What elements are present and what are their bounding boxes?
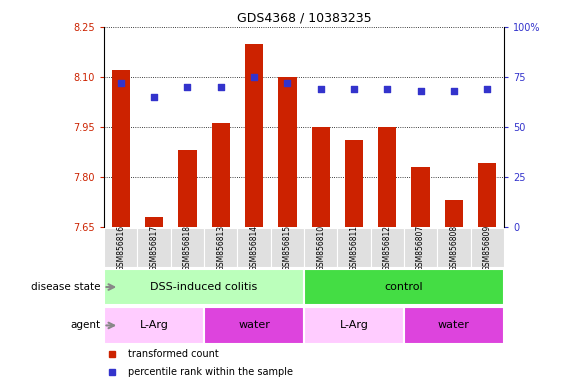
Point (350, 86, 359, 92)
Text: GSM856817: GSM856817 (150, 225, 159, 271)
Text: GSM856811: GSM856811 (350, 225, 359, 271)
Text: L-Arg: L-Arg (140, 320, 168, 331)
Text: GSM856807: GSM856807 (416, 225, 425, 271)
FancyBboxPatch shape (304, 228, 337, 267)
Text: GSM856810: GSM856810 (316, 225, 325, 271)
FancyBboxPatch shape (370, 228, 404, 267)
Text: agent: agent (71, 320, 101, 331)
Text: GSM856814: GSM856814 (249, 225, 258, 271)
FancyBboxPatch shape (104, 307, 204, 344)
FancyBboxPatch shape (204, 228, 238, 267)
Point (449, 88, 458, 94)
Text: disease state: disease state (32, 282, 101, 292)
Point (249, 74, 258, 80)
FancyBboxPatch shape (171, 228, 204, 267)
Point (183, 84, 192, 90)
FancyBboxPatch shape (404, 228, 437, 267)
Text: DSS-induced colitis: DSS-induced colitis (150, 282, 258, 292)
Bar (111, 70, 130, 227)
Text: transformed count: transformed count (128, 349, 219, 359)
Text: GSM856816: GSM856816 (117, 225, 126, 271)
Title: GDS4368 / 10383235: GDS4368 / 10383235 (236, 11, 372, 24)
Point (283, 80, 292, 86)
Text: percentile rank within the sample: percentile rank within the sample (128, 366, 293, 377)
FancyBboxPatch shape (137, 228, 171, 267)
Point (150, 94, 159, 100)
Bar (345, 140, 363, 227)
Text: GSM856808: GSM856808 (449, 225, 458, 271)
Point (416, 88, 425, 94)
Text: water: water (438, 320, 470, 331)
Text: GSM856818: GSM856818 (183, 225, 192, 271)
Point (482, 86, 491, 92)
Bar (478, 163, 497, 227)
FancyBboxPatch shape (304, 269, 504, 305)
Text: control: control (385, 282, 423, 292)
FancyBboxPatch shape (437, 228, 471, 267)
FancyBboxPatch shape (104, 269, 304, 305)
Point (216, 84, 225, 90)
Text: GSM856813: GSM856813 (216, 225, 225, 271)
Bar (412, 167, 430, 227)
Point (383, 86, 392, 92)
Bar (145, 217, 163, 227)
Text: GSM856815: GSM856815 (283, 225, 292, 271)
Text: GSM856809: GSM856809 (482, 225, 491, 271)
Text: L-Arg: L-Arg (339, 320, 368, 331)
Text: GSM856812: GSM856812 (383, 225, 392, 271)
Point (316, 86, 325, 92)
FancyBboxPatch shape (238, 228, 271, 267)
FancyBboxPatch shape (271, 228, 304, 267)
Bar (311, 127, 330, 227)
Bar (212, 123, 230, 227)
FancyBboxPatch shape (204, 307, 304, 344)
Bar (445, 200, 463, 227)
FancyBboxPatch shape (404, 307, 504, 344)
Bar (278, 77, 297, 227)
Bar (178, 150, 196, 227)
FancyBboxPatch shape (337, 228, 370, 267)
Bar (378, 127, 396, 227)
Point (117, 80, 126, 86)
FancyBboxPatch shape (304, 307, 404, 344)
FancyBboxPatch shape (471, 228, 504, 267)
FancyBboxPatch shape (104, 228, 137, 267)
Bar (245, 43, 263, 227)
Text: water: water (238, 320, 270, 331)
